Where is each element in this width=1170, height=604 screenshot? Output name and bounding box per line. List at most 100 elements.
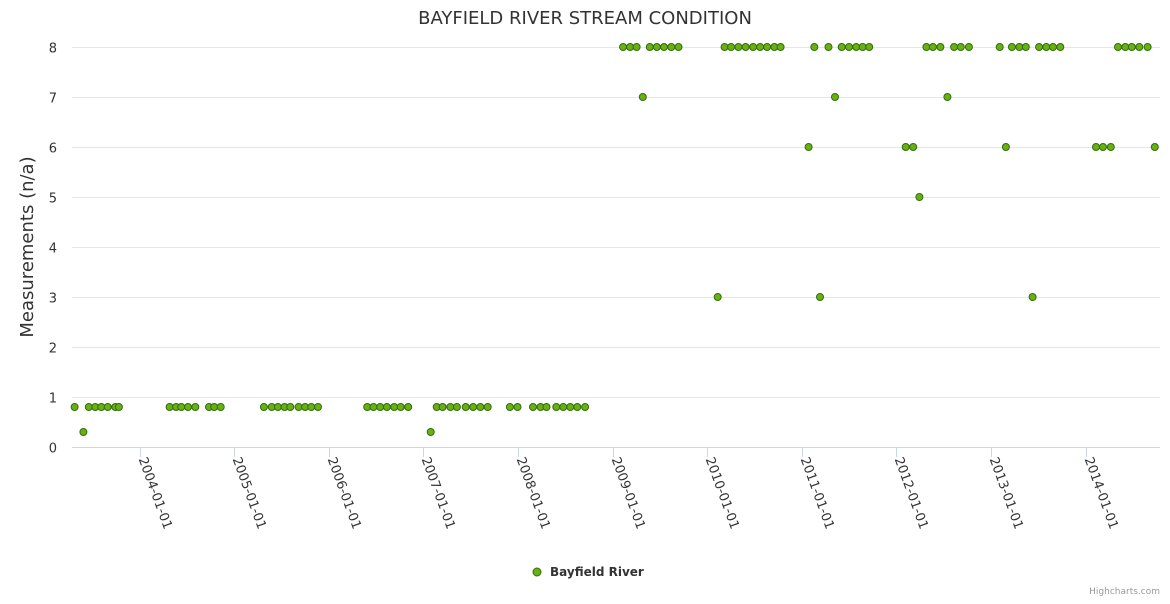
data-point[interactable]: [858, 43, 867, 51]
data-point[interactable]: [865, 43, 874, 51]
data-point[interactable]: [1143, 43, 1152, 51]
data-point[interactable]: [763, 43, 772, 51]
data-point[interactable]: [184, 403, 192, 411]
data-point[interactable]: [1135, 43, 1144, 51]
data-point[interactable]: [713, 293, 722, 301]
data-point[interactable]: [396, 403, 405, 411]
data-point[interactable]: [1035, 43, 1044, 51]
data-point[interactable]: [216, 403, 225, 411]
data-point[interactable]: [1106, 143, 1115, 151]
data-point[interactable]: [901, 143, 910, 151]
data-point[interactable]: [1042, 43, 1051, 51]
data-point[interactable]: [1099, 143, 1107, 151]
data-point[interactable]: [84, 403, 93, 411]
data-point[interactable]: [804, 143, 813, 151]
data-point[interactable]: [720, 43, 729, 51]
data-point[interactable]: [404, 403, 413, 411]
data-point[interactable]: [632, 43, 641, 51]
data-point[interactable]: [831, 93, 839, 101]
data-point[interactable]: [476, 403, 485, 411]
data-point[interactable]: [446, 403, 455, 411]
data-point[interactable]: [776, 43, 785, 51]
data-point[interactable]: [816, 293, 824, 301]
data-point[interactable]: [1001, 143, 1010, 151]
data-point[interactable]: [626, 43, 635, 51]
data-point[interactable]: [376, 403, 385, 411]
data-point[interactable]: [638, 93, 647, 101]
data-point[interactable]: [995, 43, 1004, 51]
data-point[interactable]: [114, 403, 123, 411]
data-point[interactable]: [79, 428, 88, 436]
data-point[interactable]: [438, 403, 447, 411]
data-point[interactable]: [581, 403, 590, 411]
data-point[interactable]: [461, 403, 470, 411]
data-point[interactable]: [1127, 43, 1136, 51]
data-point[interactable]: [1007, 43, 1016, 51]
data-point[interactable]: [652, 43, 661, 51]
data-point[interactable]: [1028, 293, 1037, 301]
data-point[interactable]: [667, 43, 676, 51]
data-point[interactable]: [1049, 43, 1057, 51]
data-point[interactable]: [552, 403, 561, 411]
data-point[interactable]: [1056, 43, 1065, 51]
data-point[interactable]: [837, 43, 846, 51]
data-point[interactable]: [177, 403, 186, 411]
data-point[interactable]: [734, 43, 743, 51]
data-point[interactable]: [928, 43, 937, 51]
data-point[interactable]: [452, 403, 461, 411]
data-point[interactable]: [1114, 43, 1122, 51]
data-point[interactable]: [382, 403, 391, 411]
data-point[interactable]: [1150, 143, 1159, 151]
data-point[interactable]: [756, 43, 765, 51]
data-point[interactable]: [505, 403, 514, 411]
data-point[interactable]: [573, 403, 582, 411]
data-point[interactable]: [936, 43, 945, 51]
data-point[interactable]: [645, 43, 654, 51]
data-point[interactable]: [619, 43, 628, 51]
data-point[interactable]: [915, 193, 924, 201]
data-point[interactable]: [1092, 143, 1100, 151]
data-point[interactable]: [426, 428, 435, 436]
data-point[interactable]: [469, 403, 478, 411]
data-point[interactable]: [950, 43, 959, 51]
data-point[interactable]: [956, 43, 965, 51]
data-point[interactable]: [727, 43, 736, 51]
credits-link[interactable]: Highcharts.com: [1089, 587, 1160, 597]
data-point[interactable]: [259, 403, 268, 411]
data-point[interactable]: [210, 403, 219, 411]
data-point[interactable]: [749, 43, 758, 51]
data-point[interactable]: [922, 43, 931, 51]
data-point[interactable]: [824, 43, 833, 51]
data-point[interactable]: [483, 403, 492, 411]
data-point[interactable]: [559, 403, 568, 411]
data-point[interactable]: [103, 403, 112, 411]
data-point[interactable]: [909, 143, 918, 151]
data-point[interactable]: [674, 43, 683, 51]
data-point[interactable]: [810, 43, 819, 51]
data-point[interactable]: [369, 403, 378, 411]
data-point[interactable]: [191, 403, 200, 411]
data-point[interactable]: [390, 403, 399, 411]
data-point[interactable]: [294, 403, 303, 411]
data-point[interactable]: [943, 93, 952, 101]
legend[interactable]: Bayfield River: [532, 565, 644, 579]
data-point[interactable]: [852, 43, 861, 51]
data-point[interactable]: [165, 403, 174, 411]
data-point[interactable]: [314, 403, 322, 411]
data-point[interactable]: [542, 403, 551, 411]
data-point[interactable]: [529, 403, 537, 411]
data-point[interactable]: [845, 43, 853, 51]
data-point[interactable]: [566, 403, 575, 411]
data-point[interactable]: [70, 403, 79, 411]
data-point[interactable]: [1121, 43, 1130, 51]
data-point[interactable]: [1021, 43, 1030, 51]
data-point[interactable]: [513, 403, 522, 411]
data-point[interactable]: [307, 403, 316, 411]
legend-label[interactable]: Bayfield River: [550, 565, 644, 579]
series-bayfield-river[interactable]: [70, 43, 1159, 436]
data-point[interactable]: [741, 43, 750, 51]
data-point[interactable]: [660, 43, 668, 51]
data-point[interactable]: [964, 43, 973, 51]
data-point[interactable]: [273, 403, 282, 411]
data-point[interactable]: [286, 403, 295, 411]
